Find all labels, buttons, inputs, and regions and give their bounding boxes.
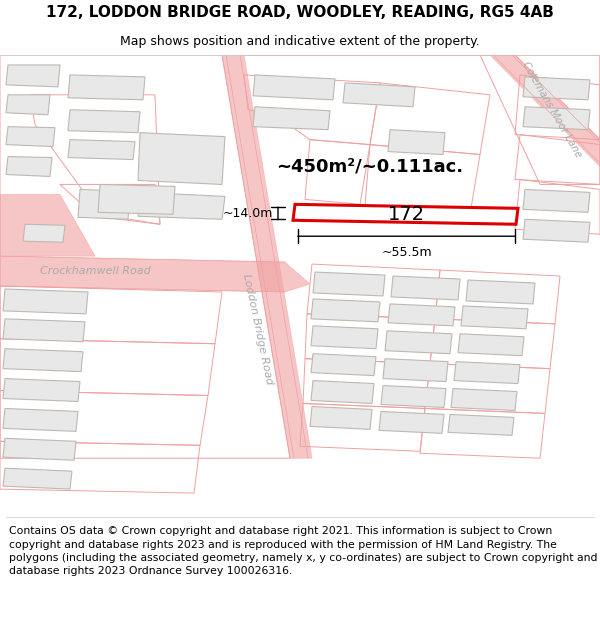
Text: ~450m²/~0.111ac.: ~450m²/~0.111ac. xyxy=(277,158,464,176)
Polygon shape xyxy=(385,331,452,354)
Polygon shape xyxy=(138,132,225,184)
Polygon shape xyxy=(0,256,310,292)
Polygon shape xyxy=(3,438,76,460)
Polygon shape xyxy=(383,359,448,382)
Polygon shape xyxy=(313,272,385,296)
Text: Crockhamwell Road: Crockhamwell Road xyxy=(40,266,151,276)
Polygon shape xyxy=(523,77,590,100)
Polygon shape xyxy=(293,204,518,224)
Polygon shape xyxy=(98,184,175,214)
Polygon shape xyxy=(523,107,590,129)
Polygon shape xyxy=(68,110,140,132)
Polygon shape xyxy=(222,55,312,458)
Text: Map shows position and indicative extent of the property.: Map shows position and indicative extent… xyxy=(120,35,480,48)
Polygon shape xyxy=(523,219,590,242)
Polygon shape xyxy=(311,354,376,376)
Polygon shape xyxy=(253,107,330,129)
Polygon shape xyxy=(3,379,80,401)
Polygon shape xyxy=(379,411,444,433)
Polygon shape xyxy=(3,468,72,489)
Polygon shape xyxy=(68,75,145,100)
Text: ~55.5m: ~55.5m xyxy=(381,246,432,259)
Polygon shape xyxy=(451,389,517,411)
Polygon shape xyxy=(6,156,52,176)
Polygon shape xyxy=(381,386,446,408)
Polygon shape xyxy=(23,224,65,242)
Polygon shape xyxy=(6,127,55,147)
Polygon shape xyxy=(78,189,130,219)
Polygon shape xyxy=(3,409,78,431)
Polygon shape xyxy=(3,319,85,342)
Polygon shape xyxy=(6,95,50,115)
Polygon shape xyxy=(461,306,528,329)
Text: ~14.0m: ~14.0m xyxy=(223,207,273,220)
Polygon shape xyxy=(6,65,60,87)
Polygon shape xyxy=(253,75,335,100)
Polygon shape xyxy=(0,194,95,256)
Polygon shape xyxy=(388,129,445,154)
Polygon shape xyxy=(343,83,415,107)
Polygon shape xyxy=(138,192,225,219)
Polygon shape xyxy=(454,362,520,384)
Text: Loddon Bridge Road: Loddon Bridge Road xyxy=(241,272,275,385)
Polygon shape xyxy=(3,349,83,372)
Polygon shape xyxy=(311,326,378,349)
Polygon shape xyxy=(523,189,590,213)
Text: 172: 172 xyxy=(388,205,425,224)
Polygon shape xyxy=(458,334,524,356)
Polygon shape xyxy=(3,289,88,314)
Polygon shape xyxy=(388,304,455,326)
Polygon shape xyxy=(311,299,380,322)
Polygon shape xyxy=(490,55,600,166)
Polygon shape xyxy=(311,381,374,404)
Polygon shape xyxy=(310,406,372,429)
Polygon shape xyxy=(448,414,514,436)
Text: Colemans Moor Lane: Colemans Moor Lane xyxy=(520,60,584,159)
Text: Contains OS data © Crown copyright and database right 2021. This information is : Contains OS data © Crown copyright and d… xyxy=(9,526,598,576)
Polygon shape xyxy=(466,280,535,304)
Polygon shape xyxy=(68,139,135,159)
Polygon shape xyxy=(391,276,460,300)
Text: 172, LODDON BRIDGE ROAD, WOODLEY, READING, RG5 4AB: 172, LODDON BRIDGE ROAD, WOODLEY, READIN… xyxy=(46,4,554,19)
